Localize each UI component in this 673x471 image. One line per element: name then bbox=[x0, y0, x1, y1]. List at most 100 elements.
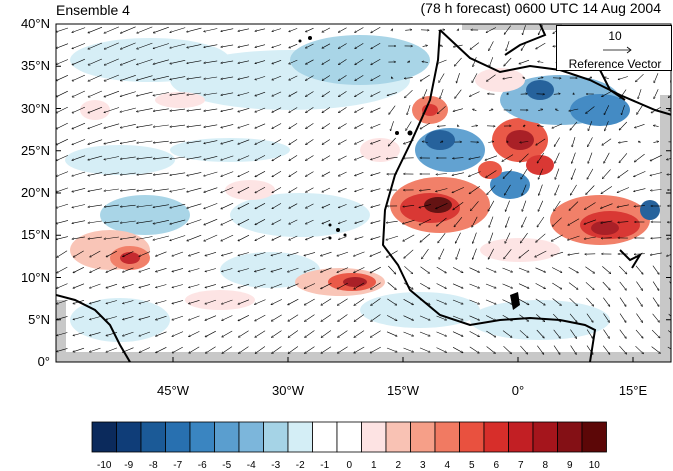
wind-vector bbox=[452, 283, 463, 288]
wind-vector bbox=[238, 299, 250, 304]
wind-vector bbox=[189, 268, 200, 272]
wind-vector bbox=[439, 73, 445, 83]
wind-vector bbox=[204, 156, 218, 159]
wind-vector bbox=[602, 138, 612, 145]
lat-label: 10°N bbox=[20, 269, 50, 285]
wind-vector bbox=[338, 123, 347, 129]
wind-vector bbox=[57, 266, 68, 273]
colorbar-label: -4 bbox=[246, 460, 256, 471]
colorbar-swatch bbox=[189, 421, 215, 453]
wind-vector bbox=[440, 45, 443, 47]
wind-vector bbox=[603, 329, 610, 339]
wind-vector bbox=[506, 216, 510, 228]
wind-vector bbox=[387, 282, 397, 289]
wind-vector bbox=[322, 123, 331, 128]
wind-vector bbox=[156, 300, 167, 304]
wind-vector bbox=[153, 156, 169, 159]
wind-vector bbox=[120, 236, 136, 239]
wind-vector bbox=[255, 203, 266, 208]
wind-vector bbox=[104, 74, 120, 81]
wind-vector bbox=[387, 92, 397, 96]
wind-vector bbox=[488, 248, 494, 259]
wind-vector bbox=[538, 109, 543, 110]
wind-vector bbox=[555, 168, 560, 180]
wind-vector bbox=[469, 346, 479, 353]
wind-vector bbox=[420, 189, 431, 190]
wind-vector bbox=[106, 316, 117, 320]
wind-vector bbox=[652, 265, 659, 275]
wind-vector bbox=[238, 92, 250, 96]
wind-vector bbox=[602, 91, 612, 96]
wind-vector bbox=[452, 347, 463, 352]
wind-vector bbox=[288, 314, 299, 321]
wind-vector bbox=[620, 89, 627, 99]
wind-vector bbox=[56, 59, 69, 65]
wind-vector bbox=[72, 106, 86, 113]
wind-vector bbox=[452, 331, 463, 337]
wind-vector bbox=[72, 155, 86, 161]
wind-vector bbox=[371, 172, 381, 176]
wind-vector bbox=[255, 299, 266, 305]
wind-vector bbox=[338, 204, 347, 207]
wind-vector bbox=[322, 107, 331, 112]
colorbar-swatch bbox=[312, 421, 338, 453]
wind-vector bbox=[339, 236, 347, 240]
wind-vector bbox=[403, 205, 415, 206]
wind-vector bbox=[305, 346, 315, 354]
wind-vector bbox=[170, 124, 186, 127]
wind-vector bbox=[289, 107, 298, 113]
wind-vector bbox=[123, 300, 134, 304]
wind-vector bbox=[603, 313, 610, 323]
wind-vector bbox=[137, 236, 153, 240]
wind-vector bbox=[338, 314, 348, 322]
colorbar-label: 10 bbox=[588, 460, 600, 471]
wind-vector bbox=[338, 27, 347, 33]
wind-vector bbox=[123, 267, 134, 272]
wind-vector bbox=[289, 75, 298, 80]
wind-vector bbox=[488, 109, 493, 111]
wind-vector bbox=[322, 187, 331, 192]
wind-vector bbox=[371, 236, 381, 240]
wind-vector bbox=[72, 171, 86, 176]
wind-vector bbox=[255, 171, 266, 176]
wind-vector bbox=[422, 248, 429, 259]
wind-vector bbox=[238, 60, 250, 63]
colorbar-swatch bbox=[532, 421, 558, 453]
wind-vector bbox=[56, 122, 68, 129]
wind-vector bbox=[420, 122, 430, 129]
wind-vector bbox=[221, 44, 234, 47]
wind-vector bbox=[90, 300, 101, 303]
wind-vector bbox=[469, 299, 480, 304]
colorbar-label: -1 bbox=[320, 460, 330, 471]
wind-vector bbox=[255, 76, 266, 79]
wind-vector bbox=[304, 283, 316, 289]
wind-vector bbox=[538, 25, 543, 34]
wind-vector bbox=[618, 222, 629, 223]
wind-vector bbox=[650, 154, 662, 161]
wind-vector bbox=[204, 171, 218, 176]
wind-vector bbox=[585, 202, 596, 210]
wind-vector bbox=[272, 139, 282, 144]
wind-vector bbox=[137, 188, 153, 191]
wind-vector bbox=[156, 268, 167, 271]
wind-vector bbox=[502, 267, 513, 272]
wind-vector bbox=[568, 266, 579, 273]
wind-vector bbox=[420, 233, 431, 242]
wind-vector bbox=[619, 329, 626, 339]
wind-vector bbox=[403, 315, 414, 321]
plot-title-ensemble: Ensemble 4 bbox=[56, 2, 130, 18]
wind-vector bbox=[354, 267, 365, 272]
wind-vector bbox=[104, 139, 120, 144]
wind-vector bbox=[255, 139, 266, 145]
wind-vectors bbox=[56, 25, 671, 354]
wind-vector bbox=[584, 219, 597, 224]
wind-vector bbox=[502, 314, 513, 321]
wind-vector bbox=[618, 76, 628, 80]
wind-vector bbox=[469, 186, 480, 193]
wind-vector bbox=[289, 59, 298, 64]
reference-vector-label: Reference Vector bbox=[568, 57, 662, 71]
wind-vector bbox=[255, 314, 266, 321]
wind-vector bbox=[106, 267, 118, 273]
colorbar-label: -5 bbox=[222, 460, 232, 471]
